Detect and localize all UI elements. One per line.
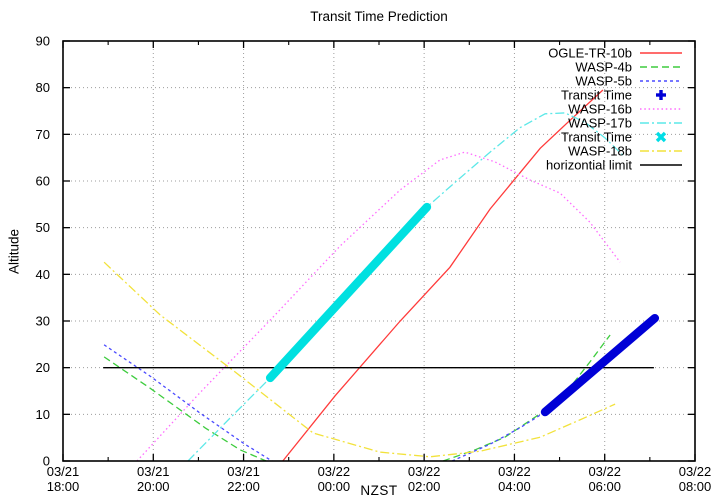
- x-tick-label-date: 03/21: [137, 464, 170, 479]
- legend-label: WASP-18b: [568, 144, 632, 159]
- y-tick-label: 50: [36, 220, 50, 235]
- x-tick-label-date: 03/22: [588, 464, 621, 479]
- y-tick-label: 10: [36, 407, 50, 422]
- series-line-wasp-4b: [442, 334, 611, 462]
- x-tick-label-time: 08:00: [679, 479, 712, 494]
- legend-label: horizontial limit: [546, 158, 632, 173]
- legend-marker-x-icon: [655, 131, 667, 143]
- x-tick-label-time: 18:00: [47, 479, 80, 494]
- x-tick-label-date: 03/21: [227, 464, 260, 479]
- x-tick-label-time: 04:00: [498, 479, 531, 494]
- legend-label: WASP-16b: [568, 102, 632, 117]
- y-tick-label: 60: [36, 174, 50, 189]
- x-tick-label-date: 03/22: [679, 464, 712, 479]
- legend-label: WASP-5b: [575, 74, 632, 89]
- legend-label: WASP-4b: [575, 60, 632, 75]
- x-tick-label-date: 03/22: [318, 464, 351, 479]
- series-line-transit-time-wasp-5b-: [540, 313, 660, 417]
- series-line-wasp-4b: [103, 356, 267, 462]
- y-tick-label: 90: [36, 34, 50, 49]
- legend-label: Transit Time: [561, 130, 632, 145]
- y-tick-label: 30: [36, 314, 50, 329]
- legend-label: OGLE-TR-10b: [548, 46, 632, 61]
- y-tick-label: 80: [36, 80, 50, 95]
- x-tick-label-time: 02:00: [408, 479, 441, 494]
- x-tick-label-date: 03/21: [47, 464, 80, 479]
- series-line-wasp-5b: [103, 344, 273, 462]
- x-tick-label-time: 22:00: [227, 479, 260, 494]
- y-tick-label: 70: [36, 127, 50, 142]
- x-tick-label-date: 03/22: [408, 464, 441, 479]
- x-tick-label-time: 00:00: [318, 479, 351, 494]
- x-tick-label-time: 06:00: [588, 479, 621, 494]
- y-tick-label: 40: [36, 267, 50, 282]
- chart-title: Transit Time Prediction: [310, 9, 448, 24]
- series-line-wasp-17b: [187, 112, 626, 462]
- series-line-wasp-18b: [103, 261, 616, 458]
- legend-label: Transit Time: [561, 88, 632, 103]
- y-axis-label: Altitude: [6, 228, 22, 275]
- x-tick-label-date: 03/22: [498, 464, 531, 479]
- series-line-ogle-tr-10b: [282, 89, 604, 462]
- x-tick-label-time: 20:00: [137, 479, 170, 494]
- x-axis-label: NZST: [360, 483, 398, 498]
- y-tick-label: 20: [36, 360, 50, 375]
- series-line-transit-time-wasp-17b-: [265, 202, 432, 383]
- y-tick-label: 0: [43, 454, 50, 469]
- series-line-wasp-16b: [136, 151, 621, 462]
- legend-label: WASP-17b: [568, 116, 632, 131]
